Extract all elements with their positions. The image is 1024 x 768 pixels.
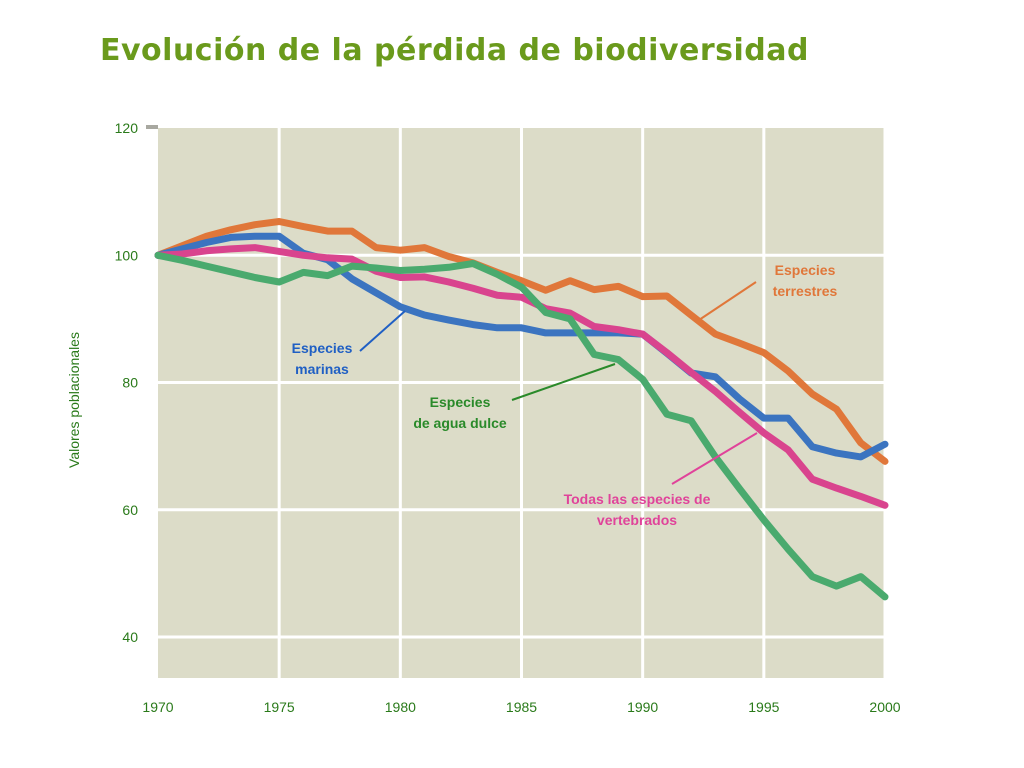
series-line-terrestres (154, 218, 889, 465)
annotation-label-marinas: Especies (292, 340, 353, 356)
series-line-marinas (154, 232, 889, 461)
x-tick-label: 1980 (385, 699, 416, 715)
grid (158, 128, 887, 678)
series-line-todas (154, 244, 889, 509)
x-tick-label: 1970 (142, 699, 173, 715)
y-tick-label: 60 (122, 502, 138, 518)
y-tick-label: 100 (115, 247, 139, 263)
annotation-label-todas: vertebrados (597, 512, 677, 528)
x-tick-label: 1985 (506, 699, 537, 715)
x-tick-label: 2000 (869, 699, 900, 715)
chart-title: Evolución de la pérdida de biodiversidad (100, 33, 809, 68)
annotation-label-marinas: marinas (295, 361, 349, 377)
x-axis-ticks: 1970 1975 1980 1985 1990 1995 2000 (142, 699, 900, 715)
annotation-leaders (359, 281, 758, 485)
y-tick-label: 40 (122, 629, 138, 645)
annotation-leader-dulce (511, 363, 616, 401)
annotation-label-dulce: Especies (430, 394, 491, 410)
x-tick-label: 1995 (748, 699, 779, 715)
x-tick-label: 1975 (264, 699, 295, 715)
y-tick-label: 120 (115, 120, 139, 136)
annotation-label-dulce: de agua dulce (413, 415, 507, 431)
x-tick-label: 1990 (627, 699, 658, 715)
y-axis-ticks: 40 60 80 100 120 (115, 120, 139, 645)
annotation-label-terrestres: terrestres (773, 283, 838, 299)
y-tick-label: 80 (122, 375, 138, 391)
annotations: Especies terrestres Especies marinas Especie… (292, 262, 838, 528)
annotation-label-todas: Todas las especies de (564, 491, 711, 507)
annotation-leader-terrestres (698, 281, 757, 321)
annotation-label-terrestres: Especies (775, 262, 836, 278)
series-lines (154, 218, 889, 601)
annotation-leader-marinas (359, 310, 406, 352)
y-axis-top-tick (146, 125, 158, 129)
annotation-leader-todas (671, 432, 758, 485)
y-axis-label: Valores poblacionales (66, 332, 82, 468)
series-line-dulce (154, 251, 889, 601)
